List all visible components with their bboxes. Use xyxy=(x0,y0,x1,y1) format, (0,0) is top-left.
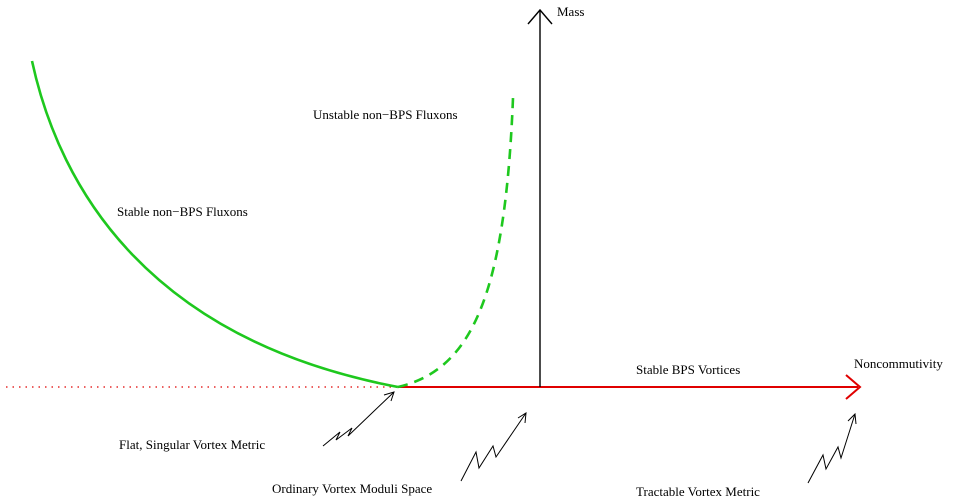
flat-singular-pointer xyxy=(322,391,395,447)
ordinary-moduli-label: Ordinary Vortex Moduli Space xyxy=(272,481,432,496)
noncommutivity-arrowhead xyxy=(845,374,862,400)
unstable-fluxon-label: Unstable non−BPS Fluxons xyxy=(313,107,458,122)
stable-fluxon-label: Stable non−BPS Fluxons xyxy=(117,204,248,219)
mass-axis-label: Mass xyxy=(557,4,584,19)
flat-singular-label: Flat, Singular Vortex Metric xyxy=(119,437,265,452)
bps-vortices-label: Stable BPS Vortices xyxy=(636,362,740,377)
unstable-fluxon-curve xyxy=(397,97,515,389)
mass-arrowhead xyxy=(527,8,553,25)
ordinary-moduli-pointer xyxy=(460,412,527,482)
tractable-metric-label: Tractable Vortex Metric xyxy=(636,484,760,499)
stable-fluxon-curve xyxy=(30,60,399,389)
tractable-metric-pointer xyxy=(807,412,857,484)
noncommutivity-axis-label: Noncommutivity xyxy=(854,356,943,371)
